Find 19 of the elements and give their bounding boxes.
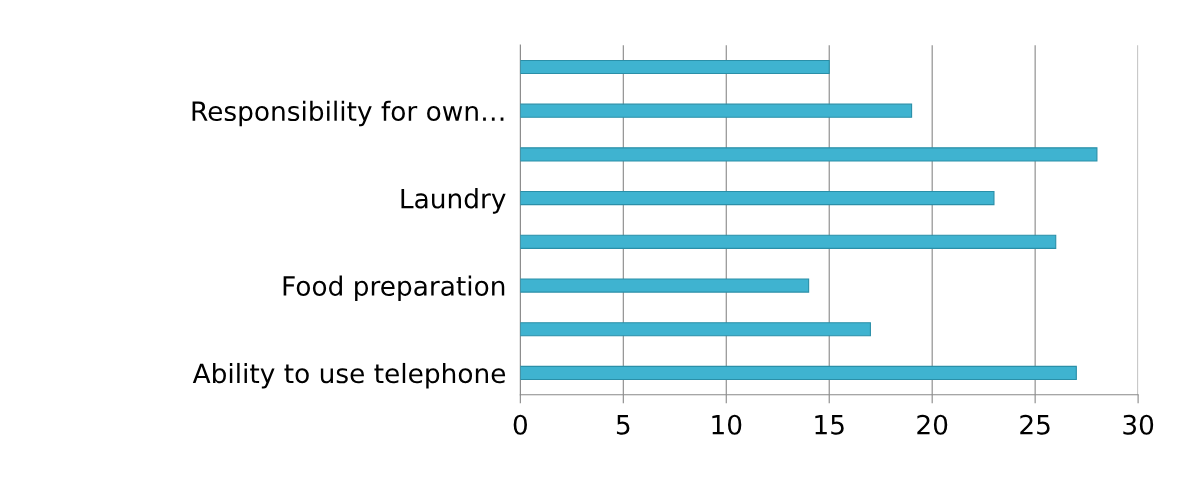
bar [520,103,913,118]
y-tick-label: Laundry [401,188,506,214]
bar [520,278,810,293]
bar [520,365,1077,381]
y-tick-label: Food preparation [283,275,505,302]
x-tick-label: 0 [513,414,527,435]
y-tick-label: Responsibility for own… [192,100,504,127]
bar [520,322,871,337]
bar [520,147,1098,162]
x-tick-label: 10 [712,414,742,435]
x-tick-label: 30 [1123,414,1154,435]
bar [520,191,995,206]
bar [520,59,830,75]
x-tick-label: 15 [815,415,844,435]
x-tick-label: 20 [917,414,948,435]
x-tick-label: 25 [1020,414,1050,435]
x-tick-label: 5 [616,415,630,435]
y-tick-label: Ability to use telephone [192,362,506,389]
bar [520,234,1057,249]
